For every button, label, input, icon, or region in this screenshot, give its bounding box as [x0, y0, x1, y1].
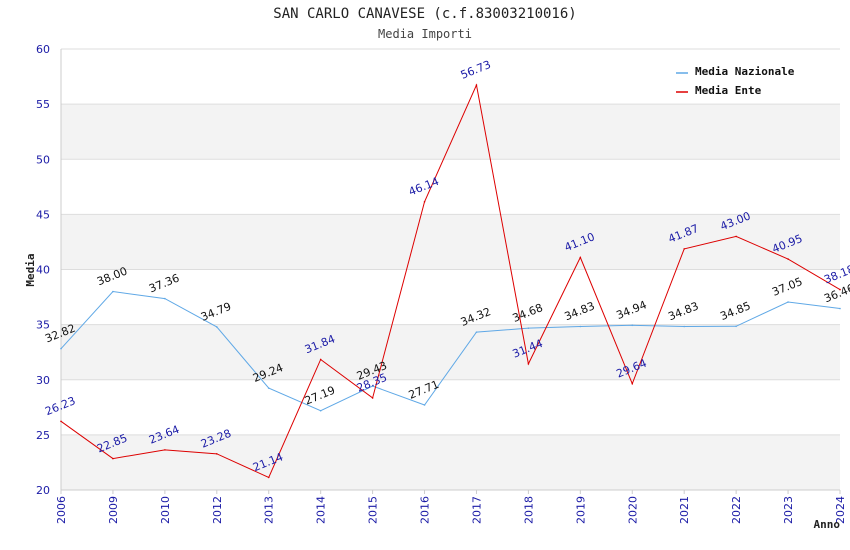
y-tick-label: 30 [36, 374, 50, 387]
data-label-media-ente: 26.23 [43, 394, 77, 418]
data-point [319, 358, 322, 361]
x-tick-label: 2009 [107, 496, 120, 524]
data-point [683, 325, 685, 328]
data-point [371, 397, 374, 399]
legend-entry-media-ente: Media Ente [695, 84, 762, 97]
data-point [475, 331, 478, 333]
x-tick-label: 2010 [159, 496, 172, 524]
x-tick-label: 2020 [626, 496, 639, 524]
data-point [683, 248, 685, 250]
data-label-media-nazionale: 34.68 [511, 301, 545, 325]
data-point [267, 387, 270, 389]
y-tick-labels: 20 25 30 35 40 45 50 55 60 [36, 43, 50, 497]
data-point [112, 290, 114, 293]
data-point [735, 325, 737, 328]
data-point [423, 404, 426, 406]
data-point [527, 363, 530, 365]
data-label-media-nazionale: 37.36 [147, 272, 181, 296]
data-label-media-nazionale: 34.83 [666, 299, 700, 323]
x-tick-label: 2018 [522, 496, 535, 524]
data-point [579, 256, 582, 259]
series-line-media-ente [60, 83, 841, 479]
data-point [787, 258, 789, 260]
data-point [839, 307, 841, 310]
data-point [839, 288, 841, 291]
data-point [423, 201, 426, 203]
y-tick-label: 45 [36, 208, 50, 221]
y-tick-label: 35 [36, 319, 50, 332]
data-label-media-nazionale: 37.05 [770, 275, 804, 299]
data-point [527, 327, 530, 329]
data-point [735, 235, 737, 238]
x-tick-label: 2006 [55, 496, 68, 524]
data-label-media-nazionale: 34.83 [563, 299, 597, 323]
x-tick-label: 2016 [419, 496, 432, 524]
axes [60, 49, 840, 491]
data-point [267, 476, 270, 479]
data-point [475, 84, 478, 86]
y-tick-label: 40 [36, 264, 50, 277]
x-tick-label: 2013 [263, 496, 276, 524]
data-label-media-ente: 46.14 [407, 175, 441, 199]
y-axis-label: Media [24, 253, 37, 286]
data-point [60, 420, 62, 423]
data-label-media-nazionale: 34.94 [615, 298, 649, 322]
chart-title: SAN CARLO CANAVESE (c.f.83003210016) [273, 6, 577, 22]
data-point [371, 385, 374, 387]
x-tick-label: 2015 [367, 496, 380, 524]
data-point [112, 457, 114, 460]
x-tick-label: 2024 [834, 496, 847, 524]
legend: Media Nazionale Media Ente [669, 59, 810, 101]
x-tick-label: 2022 [730, 496, 743, 524]
data-point [60, 347, 62, 350]
data-point [216, 326, 218, 328]
data-point [631, 382, 634, 385]
x-tick-label: 2019 [574, 496, 587, 524]
data-point [787, 301, 789, 303]
data-point [579, 325, 582, 328]
x-tick-label: 2017 [470, 496, 483, 524]
series-line-media-nazionale [60, 291, 841, 412]
data-label-media-nazionale: 34.85 [718, 299, 752, 323]
x-tick-label: 2023 [782, 496, 795, 524]
data-point [216, 453, 218, 455]
data-point [319, 409, 322, 412]
y-tick-label: 50 [36, 153, 50, 166]
x-axis-label: Anno [814, 518, 841, 531]
grid-band [61, 324, 840, 380]
legend-box [669, 59, 810, 101]
data-label-media-nazionale: 34.79 [199, 300, 233, 324]
data-label-media-ente: 56.73 [459, 58, 493, 82]
data-point [164, 449, 166, 451]
grid-band [61, 214, 840, 270]
x-tick-labels: 2006 2009 2010 2012 2013 2014 2015 2016 2017 2018… [55, 490, 847, 524]
data-point [164, 297, 166, 300]
grid-band [61, 104, 840, 160]
y-tick-label: 20 [36, 484, 50, 497]
x-tick-label: 2014 [315, 496, 328, 524]
grid-band [61, 434, 840, 490]
x-tick-label: 2021 [678, 496, 691, 524]
data-label-media-nazionale: 27.71 [407, 378, 441, 402]
grid-lines [61, 48, 840, 491]
legend-entry-media-nazionale: Media Nazionale [695, 65, 795, 78]
y-tick-label: 25 [36, 429, 50, 442]
data-point [631, 324, 634, 327]
grid-bands [61, 104, 840, 490]
y-tick-label: 60 [36, 43, 50, 56]
chart-subtitle: Media Importi [378, 27, 472, 41]
series-lines [60, 83, 841, 479]
y-tick-label: 55 [36, 98, 50, 111]
x-tick-label: 2012 [211, 496, 224, 524]
